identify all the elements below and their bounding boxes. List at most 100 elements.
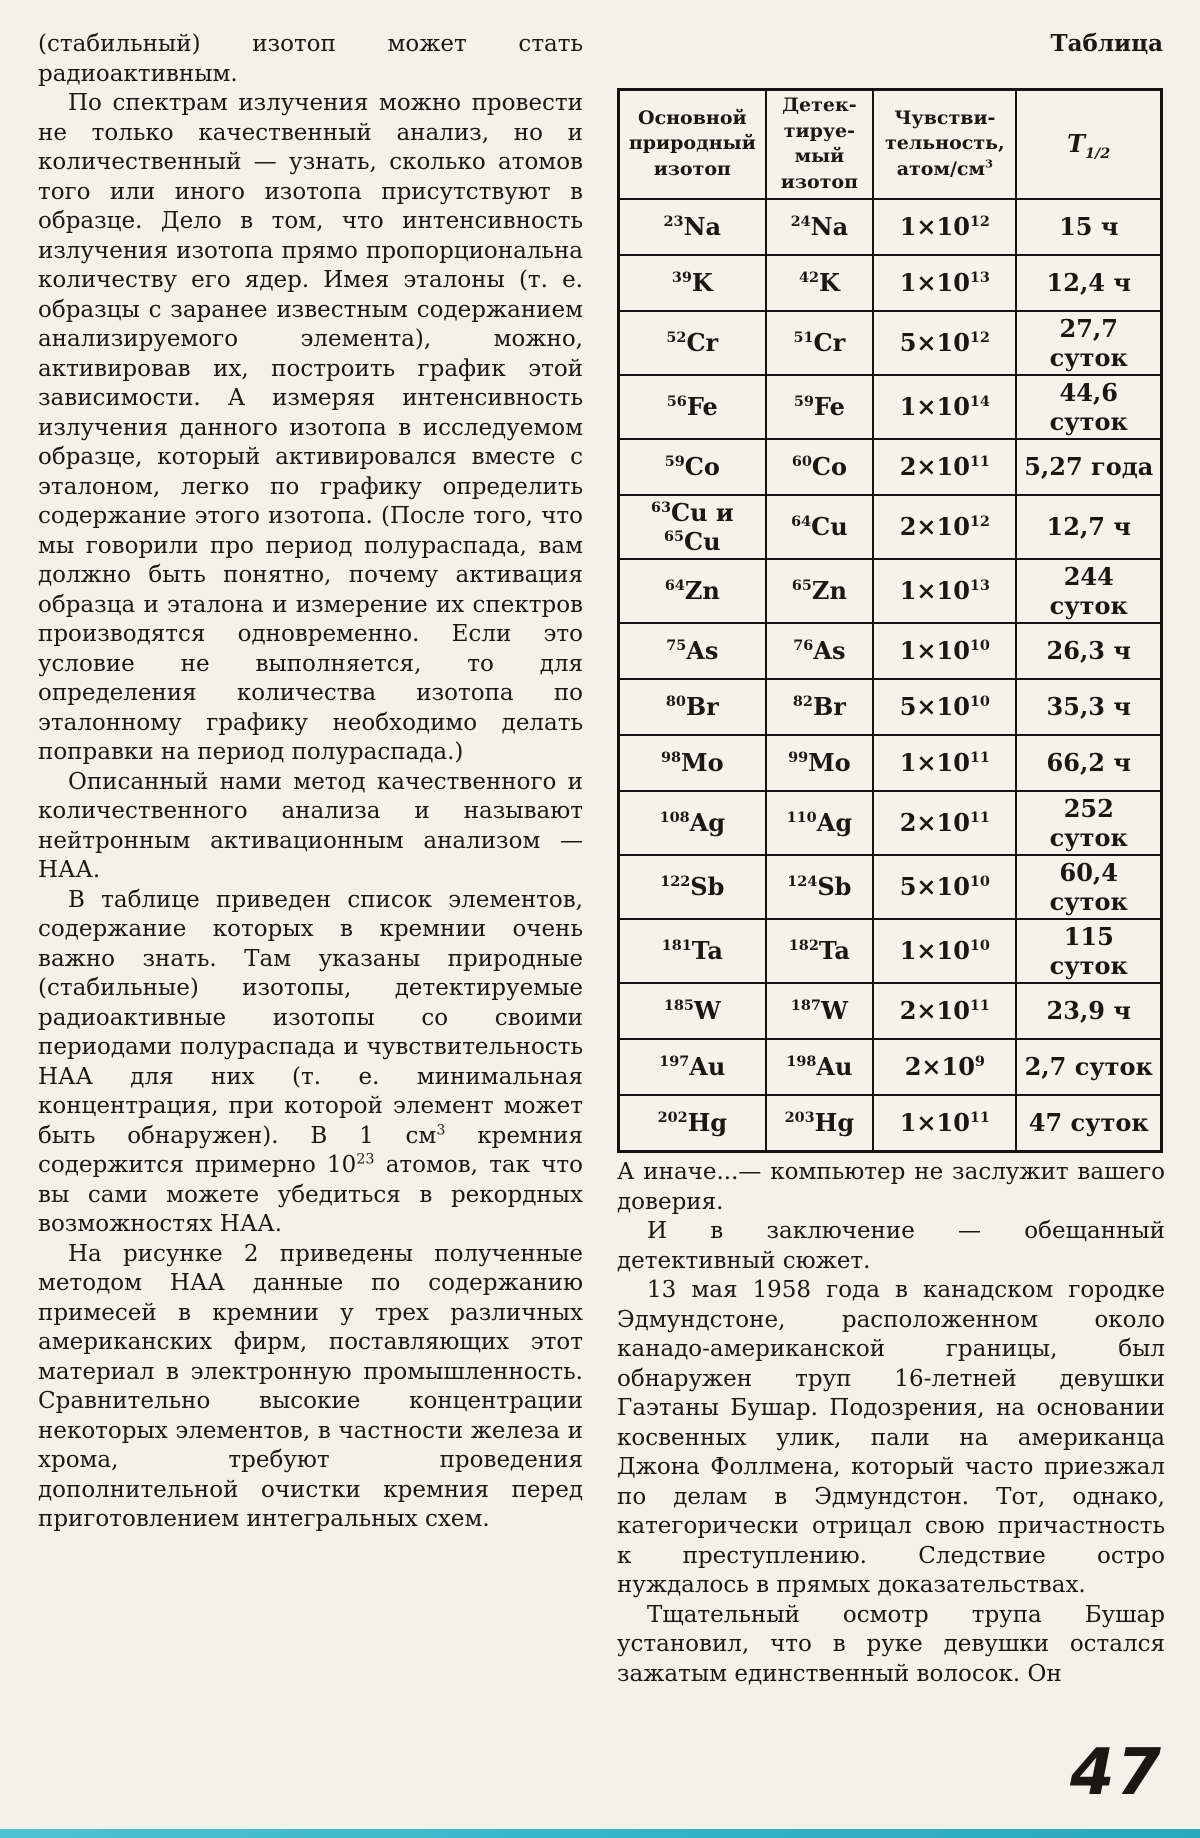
paragraph: По спектрам излучения можно провести не … xyxy=(38,90,583,765)
isotope-sensitivity-table: Основной природный изотоп Детек-тируе-мый из… xyxy=(617,88,1163,1153)
table-cell: 1×1013 xyxy=(872,557,1018,624)
table-cell: 1×1011 xyxy=(872,1093,1018,1153)
table-row: 122Sb 124Sb 5×1010 60,4 суток xyxy=(617,853,1163,920)
table-cell: 66,2 ч xyxy=(1015,733,1163,792)
page-edge-strip xyxy=(0,1829,1200,1838)
table-row: 52Cr 51Cr 5×1012 27,7 суток xyxy=(617,309,1163,376)
paragraph: И в заключение — обещанный детективный с… xyxy=(617,1218,1165,1274)
table-row: 181Ta 182Ta 1×1010 115 суток xyxy=(617,917,1163,984)
table-cell: 181Ta xyxy=(617,917,767,984)
table-cell: 124Sb xyxy=(764,853,875,920)
column-header: Основной природный изотоп xyxy=(617,88,767,200)
table-cell: 59Fe xyxy=(764,373,875,440)
table-cell: 2×1011 xyxy=(872,981,1018,1040)
table-cell: 197Au xyxy=(617,1037,767,1096)
table-cell: 23Na xyxy=(617,197,767,256)
table-row: 64Zn 65Zn 1×1013 244 суток xyxy=(617,557,1163,624)
table-cell: 35,3 ч xyxy=(1015,677,1163,736)
table-cell: 1×1010 xyxy=(872,621,1018,680)
table-cell: 56Fe xyxy=(617,373,767,440)
table-cell: 24Na xyxy=(764,197,875,256)
table-cell: 115 суток xyxy=(1015,917,1163,984)
table-cell: 198Au xyxy=(764,1037,875,1096)
table-caption: Таблица xyxy=(1050,30,1163,57)
column-header: Детек-тируе-мый изотоп xyxy=(764,88,875,200)
table-cell: 203Hg xyxy=(764,1093,875,1153)
left-text-column: (стабильный) изотоп может стать радиоакт… xyxy=(38,30,583,1535)
table-cell: 99Mo xyxy=(764,733,875,792)
paragraph: (стабильный) изотоп может стать радиоакт… xyxy=(38,31,583,87)
table-cell: 15 ч xyxy=(1015,197,1163,256)
table-cell: 26,3 ч xyxy=(1015,621,1163,680)
table-cell: 51Cr xyxy=(764,309,875,376)
table-row: 75As 76As 1×1010 26,3 ч xyxy=(617,621,1163,680)
table-cell: 108Ag xyxy=(617,789,767,856)
table-cell: 5×1012 xyxy=(872,309,1018,376)
table-cell: 98Mo xyxy=(617,733,767,792)
paragraph: На рисунке 2 приведены полученные методо… xyxy=(38,1240,583,1533)
paragraph: Тщательный осмотр трупа Бушар установил,… xyxy=(617,1601,1165,1687)
table-cell: 187W xyxy=(764,981,875,1040)
right-text-column: А иначе...— компьютер не заслужит вашего… xyxy=(617,1158,1165,1689)
table-cell: 76As xyxy=(764,621,875,680)
table-row: 39K 42K 1×1013 12,4 ч xyxy=(617,253,1163,312)
table-cell: 60Co xyxy=(764,437,875,496)
table-cell: 122Sb xyxy=(617,853,767,920)
table-cell: 23,9 ч xyxy=(1015,981,1163,1040)
table-cell: 75As xyxy=(617,621,767,680)
table-cell: 42K xyxy=(764,253,875,312)
table-row: 59Co 60Co 2×1011 5,27 года xyxy=(617,437,1163,496)
table-row: 202Hg 203Hg 1×1011 47 суток xyxy=(617,1093,1163,1153)
table-row: 63Cu и 65Cu 64Cu 2×1012 12,7 ч xyxy=(617,493,1163,560)
table-cell: 2×109 xyxy=(872,1037,1018,1096)
table-cell: 82Br xyxy=(764,677,875,736)
table-row: 56Fe 59Fe 1×1014 44,6 суток xyxy=(617,373,1163,440)
table-cell: 202Hg xyxy=(617,1093,767,1153)
table-cell: 5×1010 xyxy=(872,677,1018,736)
table-cell: 110Ag xyxy=(764,789,875,856)
table-cell: 65Zn xyxy=(764,557,875,624)
table-cell: 12,7 ч xyxy=(1015,493,1163,560)
table-cell: 59Co xyxy=(617,437,767,496)
table-cell: 5,27 года xyxy=(1015,437,1163,496)
column-header: T1/2 xyxy=(1015,88,1163,200)
table-row: 197Au 198Au 2×109 2,7 суток xyxy=(617,1037,1163,1096)
table-cell: 1×1013 xyxy=(872,253,1018,312)
table-header-row: Основной природный изотоп Детек-тируе-мый из… xyxy=(617,88,1163,200)
page-number: 47 xyxy=(1069,1736,1163,1810)
table-cell: 44,6 суток xyxy=(1015,373,1163,440)
table-cell: 2×1012 xyxy=(872,493,1018,560)
paragraph: В таблице приведен список элементов, сод… xyxy=(38,886,583,1238)
table-cell: 80Br xyxy=(617,677,767,736)
column-header: Чувстви-тельность, атом/см3 xyxy=(872,88,1018,200)
table-cell: 1×1014 xyxy=(872,373,1018,440)
table-cell: 182Ta xyxy=(764,917,875,984)
table-cell: 1×1012 xyxy=(872,197,1018,256)
paragraph: А иначе...— компьютер не заслужит вашего… xyxy=(617,1159,1165,1215)
table-cell: 185W xyxy=(617,981,767,1040)
table-row: 23Na 24Na 1×1012 15 ч xyxy=(617,197,1163,256)
table-cell: 39K xyxy=(617,253,767,312)
table-row: 185W 187W 2×1011 23,9 ч xyxy=(617,981,1163,1040)
paragraph: Описанный нами метод качественного и кол… xyxy=(38,768,583,884)
table-cell: 5×1010 xyxy=(872,853,1018,920)
table-cell: 64Cu xyxy=(764,493,875,560)
table-cell: 2×1011 xyxy=(872,789,1018,856)
table-cell: 1×1011 xyxy=(872,733,1018,792)
table-cell: 12,4 ч xyxy=(1015,253,1163,312)
table-cell: 64Zn xyxy=(617,557,767,624)
table-row: 98Mo 99Mo 1×1011 66,2 ч xyxy=(617,733,1163,792)
table-cell: 47 суток xyxy=(1015,1093,1163,1153)
table-row: 80Br 82Br 5×1010 35,3 ч xyxy=(617,677,1163,736)
table-cell: 2,7 суток xyxy=(1015,1037,1163,1096)
table-cell: 252 суток xyxy=(1015,789,1163,856)
table-cell: 52Cr xyxy=(617,309,767,376)
table-cell: 1×1010 xyxy=(872,917,1018,984)
table-cell: 63Cu и 65Cu xyxy=(617,493,767,560)
table-cell: 244 суток xyxy=(1015,557,1163,624)
table-cell: 2×1011 xyxy=(872,437,1018,496)
table-row: 108Ag 110Ag 2×1011 252 суток xyxy=(617,789,1163,856)
paragraph: 13 мая 1958 года в канадском городке Эдм… xyxy=(617,1277,1165,1598)
table-cell: 60,4 суток xyxy=(1015,853,1163,920)
